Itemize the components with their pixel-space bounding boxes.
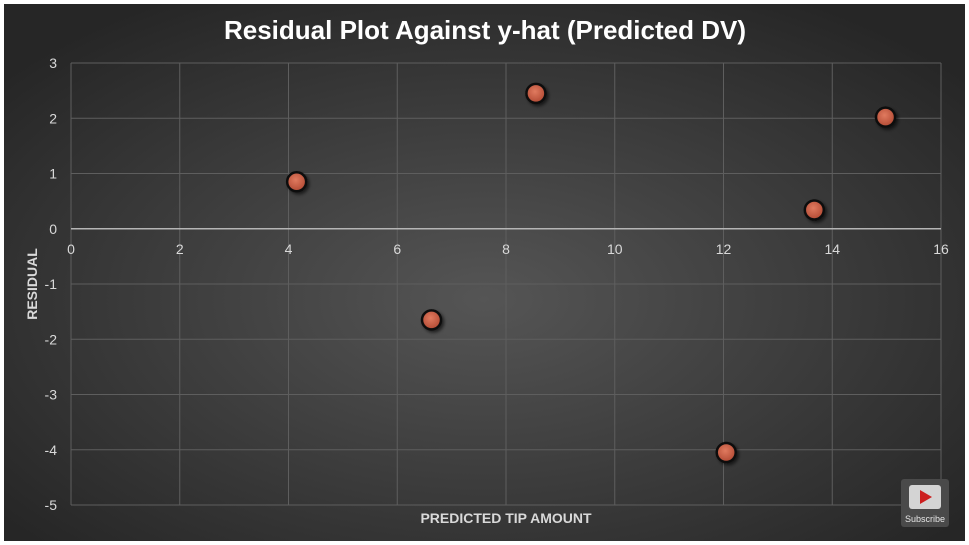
data-point bbox=[715, 441, 737, 464]
x-tick-label: 12 bbox=[716, 241, 732, 257]
data-point bbox=[285, 171, 308, 193]
gridlines bbox=[70, 62, 942, 506]
subscribe-label: Subscribe bbox=[905, 514, 945, 524]
x-tick-label: 6 bbox=[393, 241, 401, 257]
y-tick-label: 1 bbox=[49, 166, 57, 182]
y-tick-label: -3 bbox=[45, 387, 58, 403]
play-icon bbox=[920, 490, 932, 504]
y-tick-label: 2 bbox=[49, 110, 57, 126]
data-point bbox=[420, 309, 443, 331]
y-tick-label: -5 bbox=[45, 497, 58, 513]
y-tick-label: -4 bbox=[45, 442, 58, 458]
data-points bbox=[285, 82, 897, 464]
y-tick-label: -1 bbox=[45, 276, 58, 292]
data-point bbox=[803, 199, 826, 221]
data-point bbox=[525, 82, 547, 105]
x-tick-label: 4 bbox=[285, 241, 293, 257]
y-tick-label: 3 bbox=[49, 55, 57, 71]
x-tick-label: 14 bbox=[824, 241, 840, 257]
subscribe-button[interactable]: Subscribe bbox=[901, 479, 949, 527]
x-tick-label: 2 bbox=[176, 241, 184, 257]
y-tick-label: 0 bbox=[49, 221, 57, 237]
y-tick-label: -2 bbox=[45, 331, 58, 347]
x-tick-label: 8 bbox=[502, 241, 510, 257]
y-axis-title: RESIDUAL bbox=[24, 248, 40, 320]
x-tick-label: 0 bbox=[67, 241, 75, 257]
x-tick-label: 10 bbox=[607, 241, 623, 257]
x-axis-title: PREDICTED TIP AMOUNT bbox=[420, 510, 592, 526]
chart-title: Residual Plot Against y-hat (Predicted D… bbox=[224, 15, 746, 45]
chart-background bbox=[4, 4, 965, 541]
x-tick-label: 16 bbox=[933, 241, 949, 257]
data-point bbox=[874, 106, 897, 128]
